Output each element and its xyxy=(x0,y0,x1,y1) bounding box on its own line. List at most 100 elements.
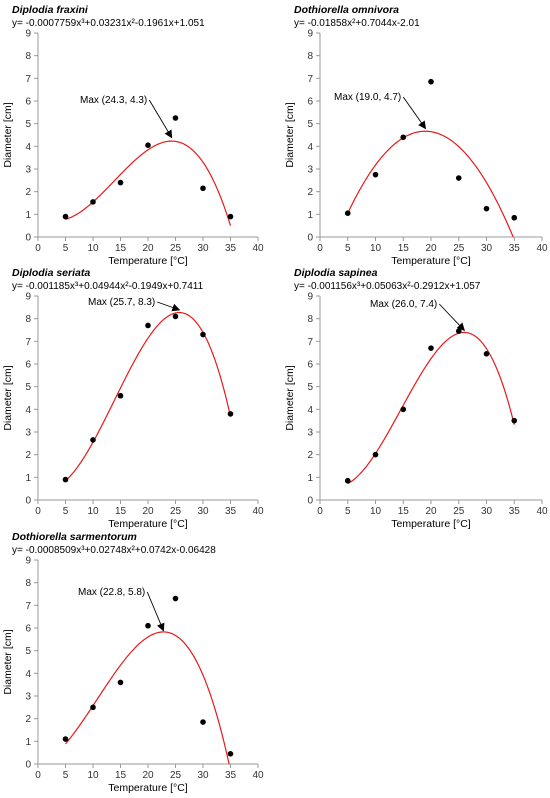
data-point xyxy=(483,351,490,357)
max-arrow xyxy=(148,99,173,139)
data-point xyxy=(227,213,234,220)
x-axis-label: Temperature [°C] xyxy=(108,518,188,530)
y-tick-label: 1 xyxy=(25,473,31,484)
x-tick-label: 15 xyxy=(115,770,127,781)
chart-panel-1: Diplodia fraxini y= -0.0007759x³+0.03231x… xyxy=(2,4,264,267)
x-tick-label: 10 xyxy=(87,770,99,781)
x-tick-label: 5 xyxy=(63,243,69,254)
x-tick-label: 5 xyxy=(63,770,69,781)
max-arrow xyxy=(146,591,165,632)
data-point xyxy=(400,406,407,413)
data-point xyxy=(200,331,206,338)
y-tick-label: 7 xyxy=(25,337,31,348)
axis-lines xyxy=(37,560,258,765)
x-axis-label: Temperature [°C] xyxy=(108,255,188,267)
axis-lines xyxy=(37,33,258,238)
y-axis-label: Diameter [cm] xyxy=(284,102,296,167)
chart-panel-2: Dothiorella omnivora y= -0.01858x²+0.7044… xyxy=(284,4,548,267)
data-point xyxy=(145,142,151,148)
y-tick-label: 6 xyxy=(307,360,313,371)
x-tick-label: 15 xyxy=(398,243,410,254)
y-tick-label: 9 xyxy=(25,292,31,303)
data-point xyxy=(455,175,462,181)
x-tick-label: 30 xyxy=(481,243,493,254)
x-tick-label: 30 xyxy=(197,243,209,254)
x-tick-label: 25 xyxy=(453,243,465,254)
x-tick-label: 20 xyxy=(142,243,154,254)
y-axis-label: Diameter [cm] xyxy=(284,365,296,430)
data-point xyxy=(372,171,379,178)
y-tick-label: 3 xyxy=(25,428,31,439)
x-tick-label: 35 xyxy=(225,770,237,781)
y-tick-label: 7 xyxy=(307,337,313,348)
data-point xyxy=(172,115,179,121)
max-annotation: Max (25.7, 8.3) xyxy=(88,297,155,308)
data-point xyxy=(455,328,462,334)
y-tick-label: 1 xyxy=(307,473,313,484)
fit-equation: y= -0.0007759x³+0.03231x²-0.1961x+1.051 xyxy=(12,18,205,29)
x-tick-label: 20 xyxy=(425,506,437,517)
x-tick-label: 15 xyxy=(115,506,127,517)
fit-equation: y= -0.01858x²+0.7044x-2.01 xyxy=(294,18,420,29)
y-tick-label: 7 xyxy=(25,74,31,85)
data-point xyxy=(90,437,96,443)
x-tick-label: 10 xyxy=(87,243,99,254)
x-tick-label: 10 xyxy=(370,506,382,517)
data-point xyxy=(227,411,234,417)
x-tick-label: 10 xyxy=(87,506,99,517)
axis-lines xyxy=(319,296,542,501)
y-tick-label: 5 xyxy=(25,646,31,657)
fit-equation: y= -0.0008509x³+0.02748x²+0.0742x-0.0642… xyxy=(12,545,216,556)
chart-panel-4: Diplodia sapinea y= -0.001156x³+0.05063x²… xyxy=(284,267,548,530)
data-point xyxy=(227,751,234,757)
x-tick-label: 35 xyxy=(509,243,521,254)
max-annotation: Max (19.0, 4.7) xyxy=(334,92,401,103)
y-axis-label: Diameter [cm] xyxy=(2,365,14,430)
data-point xyxy=(117,179,124,186)
x-tick-label: 40 xyxy=(252,770,264,781)
y-tick-label: 0 xyxy=(25,760,31,771)
data-point xyxy=(511,417,518,424)
data-point xyxy=(172,595,179,602)
x-tick-label: 0 xyxy=(35,506,41,517)
x-tick-label: 0 xyxy=(35,243,41,254)
x-tick-label: 0 xyxy=(35,770,41,781)
y-tick-label: 4 xyxy=(25,142,31,153)
chart-panel-5: Dothiorella sarmentorum y= -0.0008509x³+0… xyxy=(2,531,264,794)
y-tick-label: 8 xyxy=(25,314,31,325)
data-point xyxy=(145,622,151,629)
x-tick-label: 25 xyxy=(170,506,182,517)
y-tick-label: 2 xyxy=(25,187,31,198)
x-tick-label: 5 xyxy=(345,243,351,254)
chart-title: Dothiorella sarmentorum xyxy=(12,531,137,543)
y-tick-label: 4 xyxy=(25,405,31,416)
data-point xyxy=(62,213,69,220)
x-tick-label: 20 xyxy=(142,506,154,517)
y-tick-label: 5 xyxy=(307,382,313,393)
max-annotation: Max (22.8, 5.8) xyxy=(78,587,145,598)
y-axis-label: Diameter [cm] xyxy=(2,629,14,694)
x-tick-label: 25 xyxy=(170,770,182,781)
chart-panel-3: Diplodia seriata y= -0.001185x³+0.04944x²… xyxy=(2,267,264,530)
y-tick-label: 6 xyxy=(25,360,31,371)
fit-curve xyxy=(65,311,232,482)
data-point xyxy=(428,345,434,351)
y-tick-label: 7 xyxy=(25,601,31,612)
x-tick-label: 5 xyxy=(63,506,69,517)
x-tick-label: 30 xyxy=(481,506,493,517)
x-tick-label: 25 xyxy=(170,243,182,254)
fit-curve xyxy=(65,140,232,226)
y-tick-label: 9 xyxy=(307,292,313,303)
x-tick-label: 20 xyxy=(142,770,154,781)
y-tick-label: 3 xyxy=(25,165,31,176)
data-point xyxy=(400,134,407,141)
x-axis-label: Temperature [°C] xyxy=(391,518,471,530)
y-tick-label: 2 xyxy=(25,714,31,725)
data-point xyxy=(483,205,490,212)
x-axis-label: Temperature [°C] xyxy=(391,255,471,267)
data-point xyxy=(62,736,69,742)
fit-curve xyxy=(65,631,230,764)
y-tick-label: 5 xyxy=(307,119,313,130)
y-tick-label: 4 xyxy=(307,405,313,416)
x-tick-label: 0 xyxy=(317,506,323,517)
